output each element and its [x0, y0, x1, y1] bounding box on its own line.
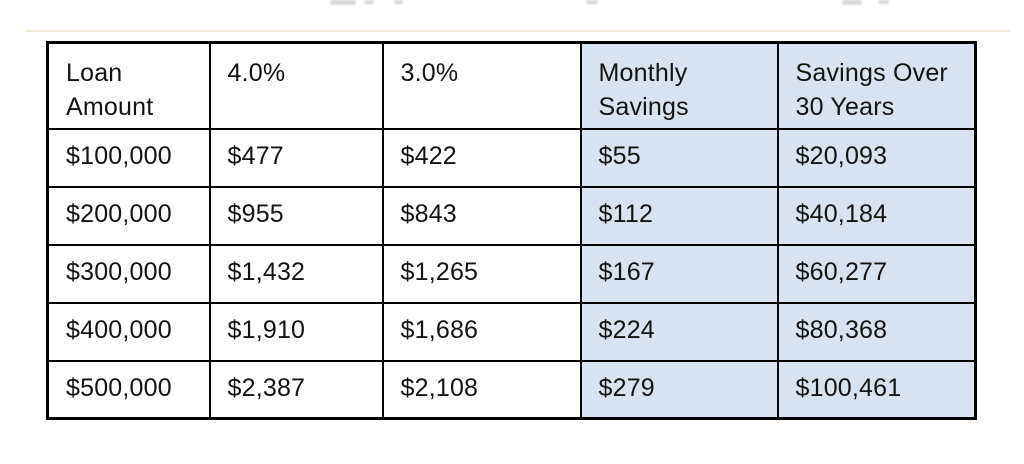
column-header: Loan Amount: [46, 41, 211, 130]
column-header: 3.0%: [381, 41, 582, 130]
table-cell: $2,387: [208, 359, 384, 420]
table-row: $300,000 $1,432 $1,265 $167 $60,277: [46, 243, 977, 304]
table-cell: $2,108: [381, 359, 582, 420]
table-cell: $422: [381, 127, 582, 188]
table-row: $500,000 $2,387 $2,108 $279 $100,461: [46, 359, 977, 420]
table-header-row: Loan Amount 4.0% 3.0% Monthly Savings Saving…: [46, 41, 977, 130]
table-cell: $477: [208, 127, 384, 188]
cropped-text-fragment: [842, 0, 862, 5]
table-row: $400,000 $1,910 $1,686 $224 $80,368: [46, 301, 977, 362]
page-divider-line: [25, 30, 1011, 32]
cropped-text-fragment: [394, 0, 403, 4]
table-cell: $955: [208, 185, 384, 246]
table-cell: $80,368: [776, 301, 977, 362]
table-cell: $112: [579, 185, 779, 246]
table-cell: $1,910: [208, 301, 384, 362]
table-cell: $1,265: [381, 243, 582, 304]
table-cell: $100,000: [46, 127, 211, 188]
table-cell: $167: [579, 243, 779, 304]
table-cell: $55: [579, 127, 779, 188]
table-row: $200,000 $955 $843 $112 $40,184: [46, 185, 977, 246]
table-cell: $100,461: [776, 359, 977, 420]
table-cell: $60,277: [776, 243, 977, 304]
table-cell: $200,000: [46, 185, 211, 246]
column-header: Monthly Savings: [579, 41, 779, 130]
table-row: $100,000 $477 $422 $55 $20,093: [46, 127, 977, 188]
column-header: Savings Over 30 Years: [776, 41, 977, 130]
cropped-text-fragment: [878, 0, 889, 4]
cropped-text-fragment: [586, 0, 598, 4]
table-cell: $279: [579, 359, 779, 420]
cropped-text-fragment: [330, 0, 356, 5]
cropped-text-fragment: [364, 0, 374, 4]
table-cell: $843: [381, 185, 582, 246]
loan-savings-table: Loan Amount 4.0% 3.0% Monthly Savings Saving…: [46, 41, 977, 420]
table-cell: $20,093: [776, 127, 977, 188]
table-cell: $400,000: [46, 301, 211, 362]
table-cell: $500,000: [46, 359, 211, 420]
table-cell: $1,432: [208, 243, 384, 304]
table-cell: $300,000: [46, 243, 211, 304]
table-cell: $1,686: [381, 301, 582, 362]
table-cell: $224: [579, 301, 779, 362]
column-header: 4.0%: [208, 41, 384, 130]
table-cell: $40,184: [776, 185, 977, 246]
table-body: $100,000 $477 $422 $55 $20,093 $200,000 $955 $8…: [46, 127, 977, 420]
